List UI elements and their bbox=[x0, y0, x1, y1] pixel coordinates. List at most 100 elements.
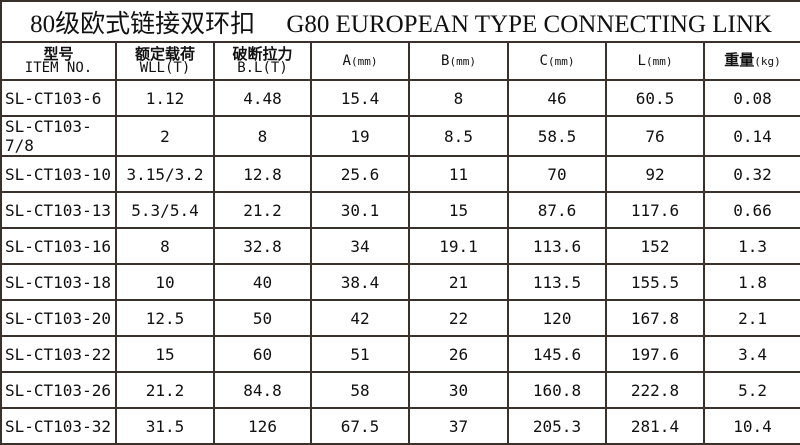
title-en: G80 EUROPEAN TYPE CONNECTING LINK bbox=[286, 10, 772, 38]
table-cell: 5.2 bbox=[702, 371, 800, 409]
table-cell: 21.2 bbox=[213, 191, 312, 229]
table-cell: 0.14 bbox=[702, 115, 800, 157]
table-cell: 3.4 bbox=[702, 335, 800, 373]
table-cell: 31.5 bbox=[115, 407, 215, 445]
table-cell: SL-CT103-22 bbox=[0, 335, 117, 373]
header-unit: (kg) bbox=[754, 55, 781, 68]
table-row: SL-CT103-26 21.2 84.8 58 30 160.8 222.8 5.2 bbox=[0, 371, 800, 409]
column-header: 重量(kg) bbox=[702, 41, 800, 81]
header-en: B.L(T) bbox=[237, 60, 288, 76]
table-cell: SL-CT103-18 bbox=[0, 263, 117, 301]
table-cell: 10.4 bbox=[702, 407, 800, 445]
table-cell: 222.8 bbox=[605, 371, 705, 409]
column-header: L(mm) bbox=[605, 41, 705, 81]
table-cell: 197.6 bbox=[605, 335, 705, 373]
table-cell: 34 bbox=[310, 227, 410, 265]
table-row: SL-CT103-7/8 2 8 19 8.5 58.5 76 0.14 bbox=[0, 115, 800, 157]
header-cn: 型号 bbox=[43, 45, 74, 63]
table-cell: 113.6 bbox=[507, 227, 607, 265]
table-cell: 76 bbox=[605, 115, 705, 157]
table-cell: 1.12 bbox=[115, 79, 215, 117]
table-cell: 87.6 bbox=[507, 191, 607, 229]
header-unit: (mm) bbox=[645, 54, 673, 68]
column-header: B(mm) bbox=[408, 41, 509, 81]
table-cell: 120 bbox=[507, 299, 607, 337]
header-cn: 破断拉力 bbox=[232, 45, 293, 63]
header-en: C bbox=[539, 52, 548, 69]
table-cell: SL-CT103-7/8 bbox=[0, 115, 117, 157]
table-cell: 12.5 bbox=[115, 299, 215, 337]
table-cell: 60.5 bbox=[605, 79, 705, 117]
table-cell: 67.5 bbox=[310, 407, 410, 445]
table-cell: 205.3 bbox=[507, 407, 607, 445]
table-cell: 19 bbox=[310, 115, 410, 157]
table-row: SL-CT103-20 12.5 50 42 22 120 167.8 2.1 bbox=[0, 299, 800, 337]
table-cell: 0.32 bbox=[702, 155, 800, 193]
table-cell: 12.8 bbox=[213, 155, 312, 193]
table-row: SL-CT103-22 15 60 51 26 145.6 197.6 3.4 bbox=[0, 335, 800, 373]
table-cell: SL-CT103-6 bbox=[0, 79, 117, 117]
table-cell: 0.08 bbox=[702, 79, 800, 117]
table-cell: 58.5 bbox=[507, 115, 607, 157]
table-cell: SL-CT103-26 bbox=[0, 371, 117, 409]
table-cell: 11 bbox=[408, 155, 509, 193]
table-cell: 58 bbox=[310, 371, 410, 409]
table-cell: 8 bbox=[115, 227, 215, 265]
table-cell: 8 bbox=[213, 115, 312, 157]
table-cell: 50 bbox=[213, 299, 312, 337]
table-cell: 167.8 bbox=[605, 299, 705, 337]
table-row: SL-CT103-10 3.15/3.2 12.8 25.6 11 70 92 0.32 bbox=[0, 155, 800, 193]
table-cell: 5.3/5.4 bbox=[115, 191, 215, 229]
table-cell: 30.1 bbox=[310, 191, 410, 229]
table-cell: 4.48 bbox=[213, 79, 312, 117]
header-en: L bbox=[637, 52, 646, 69]
table-cell: 46 bbox=[507, 79, 607, 117]
title-row: 80级欧式链接双环扣 G80 EUROPEAN TYPE CONNECTING … bbox=[0, 0, 800, 43]
table-row: SL-CT103-32 31.5 126 67.5 37 205.3 281.4 10.4 bbox=[0, 407, 800, 445]
header-en: B bbox=[441, 52, 450, 69]
table-cell: SL-CT103-13 bbox=[0, 191, 117, 229]
table-cell: 26 bbox=[408, 335, 509, 373]
table-cell: 113.5 bbox=[507, 263, 607, 301]
table-cell: SL-CT103-16 bbox=[0, 227, 117, 265]
table-cell: 8 bbox=[408, 79, 509, 117]
table-cell: 117.6 bbox=[605, 191, 705, 229]
table-title: 80级欧式链接双环扣 G80 EUROPEAN TYPE CONNECTING … bbox=[0, 0, 800, 43]
table-cell: 126 bbox=[213, 407, 312, 445]
table-cell: 3.15/3.2 bbox=[115, 155, 215, 193]
table-cell: SL-CT103-32 bbox=[0, 407, 117, 445]
table-cell: 10 bbox=[115, 263, 215, 301]
table-cell: SL-CT103-20 bbox=[0, 299, 117, 337]
column-header: 型号 ITEM NO. bbox=[0, 41, 117, 81]
header-en: WLL(T) bbox=[139, 60, 191, 76]
table-cell: 21 bbox=[408, 263, 509, 301]
table-cell: 155.5 bbox=[605, 263, 705, 301]
table-row: SL-CT103-16 8 32.8 34 19.1 113.6 152 1.3 bbox=[0, 227, 800, 265]
header-unit: (mm) bbox=[350, 54, 378, 68]
table-cell: 2.1 bbox=[702, 299, 800, 337]
table-cell: 0.66 bbox=[702, 191, 800, 229]
table-cell: 38.4 bbox=[310, 263, 410, 301]
header-row: 型号 ITEM NO. 额定载荷 WLL(T) 破断拉力 B.L(T) A(mm) B(mm)… bbox=[0, 41, 800, 81]
table-cell: 145.6 bbox=[507, 335, 607, 373]
table-cell: 281.4 bbox=[605, 407, 705, 445]
title-cn: 80级欧式链接双环扣 bbox=[30, 10, 256, 38]
header-cn: 重量 bbox=[724, 51, 755, 69]
table-cell: 70 bbox=[507, 155, 607, 193]
table-cell: 15 bbox=[115, 335, 215, 373]
table-row: SL-CT103-13 5.3/5.4 21.2 30.1 15 87.6 117.6 0.6… bbox=[0, 191, 800, 229]
table-cell: 60 bbox=[213, 335, 312, 373]
table-cell: 30 bbox=[408, 371, 509, 409]
table-cell: 51 bbox=[310, 335, 410, 373]
column-header: A(mm) bbox=[310, 41, 410, 81]
table-cell: 160.8 bbox=[507, 371, 607, 409]
table-cell: 19.1 bbox=[408, 227, 509, 265]
table-cell: 92 bbox=[605, 155, 705, 193]
column-header: 额定载荷 WLL(T) bbox=[115, 41, 215, 81]
table-cell: 152 bbox=[605, 227, 705, 265]
table-cell: 84.8 bbox=[213, 371, 312, 409]
header-en: ITEM NO. bbox=[24, 60, 93, 76]
table-cell: 37 bbox=[408, 407, 509, 445]
header-unit: (mm) bbox=[547, 54, 575, 68]
